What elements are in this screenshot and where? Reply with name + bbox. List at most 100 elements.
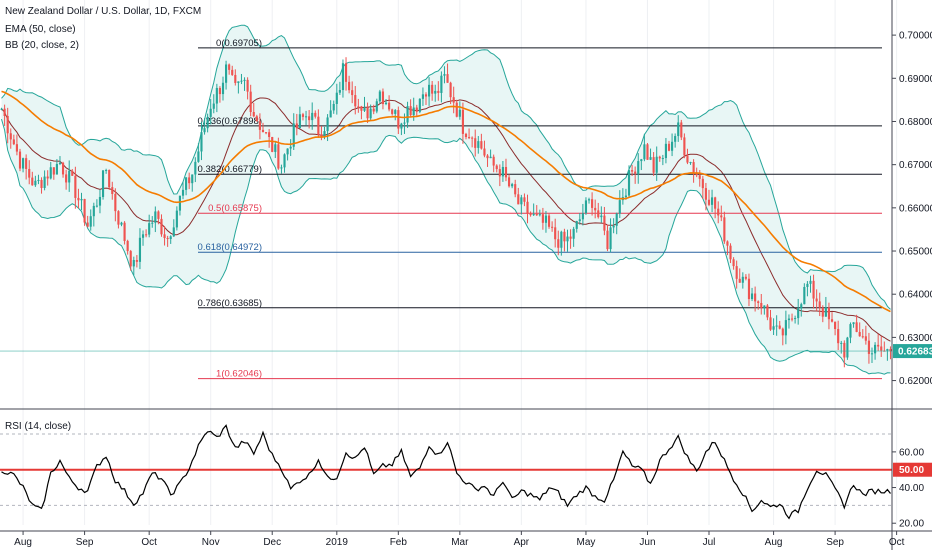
candle-34 [105, 168, 108, 174]
candle-233 [717, 201, 720, 224]
candle-211 [649, 148, 652, 161]
candle-239 [735, 260, 738, 289]
candle-83 [255, 114, 258, 122]
candle-102 [314, 110, 317, 119]
candle-204 [627, 165, 631, 198]
candle-245 [754, 286, 757, 312]
candle-281 [864, 325, 867, 345]
candle-207 [637, 153, 640, 184]
candle-230 [707, 189, 711, 207]
candle-224 [689, 161, 692, 165]
candle-172 [529, 211, 532, 217]
fib-label-5: 0.786(0.63685) [198, 298, 262, 309]
candle-175 [538, 209, 541, 217]
candle-38 [117, 210, 120, 229]
candle-249 [766, 304, 769, 321]
candle-229 [704, 182, 707, 211]
candle-148 [455, 99, 458, 118]
fib-label-4: 0.618(0.64972) [198, 242, 262, 253]
bb-legend: BB (20, close, 2) [5, 40, 79, 51]
candle-181 [557, 230, 560, 256]
time-tick-label-11: Jul [703, 537, 716, 548]
candle-71 [218, 86, 222, 103]
candle-57 [175, 206, 178, 231]
candle-259 [797, 298, 800, 325]
candle-40 [123, 221, 126, 245]
candle-118 [363, 96, 366, 112]
candle-170 [523, 193, 526, 207]
time-tick-label-6: Feb [390, 537, 408, 548]
candle-103 [317, 109, 320, 138]
candle-92 [283, 153, 286, 173]
candle-4 [12, 134, 15, 146]
candle-176 [541, 207, 544, 230]
candle-66 [203, 118, 206, 135]
candle-135 [415, 104, 418, 118]
price-tick-label-0: 0.70000 [899, 31, 932, 42]
time-tick-label-5: 2019 [326, 537, 349, 548]
candle-120 [369, 104, 372, 120]
candle-96 [295, 113, 298, 136]
time-tick-label-8: Apr [514, 537, 530, 548]
candle-117 [360, 105, 363, 120]
time-tick-label-1: Sep [76, 537, 94, 548]
candle-163 [501, 160, 504, 182]
time-tick-label-9: May [576, 537, 595, 548]
fib-label-1: 0.236(0.67898) [198, 116, 262, 127]
rsi-legend: RSI (14, close) [5, 421, 71, 432]
candle-6 [18, 148, 22, 172]
candle-111 [341, 59, 345, 98]
candle-62 [191, 174, 194, 192]
candle-65 [200, 121, 203, 161]
candle-255 [784, 310, 787, 345]
candle-152 [467, 128, 471, 140]
candle-89 [274, 141, 277, 159]
candle-206 [634, 166, 637, 184]
candle-272 [837, 320, 840, 351]
candle-42 [129, 249, 132, 271]
candle-77 [237, 81, 240, 94]
candle-11 [34, 175, 37, 187]
candle-15 [46, 170, 49, 186]
rsi-level-badge [893, 462, 932, 477]
candle-209 [643, 133, 646, 162]
fib-label-0: 0(0.69705) [216, 38, 262, 49]
candle-178 [547, 213, 551, 229]
candle-28 [86, 215, 89, 228]
candle-55 [169, 235, 172, 244]
candle-237 [729, 243, 732, 264]
candle-14 [43, 170, 46, 191]
candle-198 [609, 218, 612, 253]
candle-201 [618, 190, 621, 219]
candle-1 [3, 104, 6, 126]
candle-192 [591, 192, 594, 216]
candle-99 [304, 110, 308, 126]
candle-263 [809, 275, 812, 293]
time-tick-label-4: Dec [263, 537, 281, 548]
candle-234 [720, 205, 723, 222]
candle-67 [206, 113, 209, 133]
candle-145 [446, 63, 449, 83]
candle-144 [443, 66, 446, 84]
time-tick-label-7: Mar [451, 537, 469, 548]
candle-142 [437, 81, 440, 101]
candle-46 [141, 230, 145, 246]
candle-2 [6, 107, 9, 144]
last-price-label: 0.62683 [898, 347, 932, 358]
candle-200 [615, 212, 618, 235]
candle-278 [855, 314, 858, 333]
candle-72 [221, 76, 225, 101]
candle-17 [52, 167, 55, 180]
bollinger-bands [1, 24, 891, 375]
candle-157 [483, 140, 486, 158]
candle-54 [166, 235, 169, 247]
candle-169 [520, 194, 523, 215]
candle-262 [806, 281, 809, 297]
candle-29 [89, 209, 92, 231]
candle-223 [686, 148, 689, 165]
candle-100 [308, 110, 311, 129]
candle-69 [212, 94, 215, 114]
candle-149 [458, 101, 461, 120]
candle-267 [821, 305, 824, 323]
candle-121 [372, 104, 375, 115]
